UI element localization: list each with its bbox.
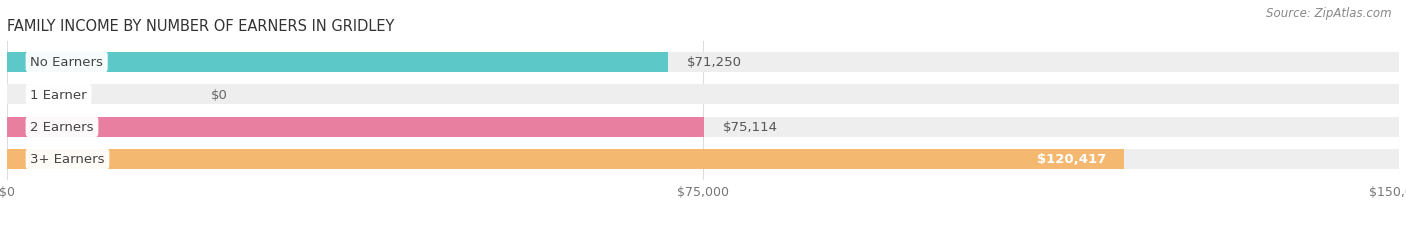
- Text: $75,114: $75,114: [723, 121, 778, 134]
- Bar: [7, 52, 1399, 73]
- Text: $71,250: $71,250: [686, 56, 742, 69]
- Text: 1 Earner: 1 Earner: [31, 88, 87, 101]
- Text: $0: $0: [211, 88, 228, 101]
- Text: FAMILY INCOME BY NUMBER OF EARNERS IN GRIDLEY: FAMILY INCOME BY NUMBER OF EARNERS IN GR…: [7, 18, 395, 33]
- Bar: [7, 149, 1399, 169]
- Text: $120,417: $120,417: [1036, 153, 1107, 166]
- Bar: [7, 117, 1399, 137]
- Text: No Earners: No Earners: [31, 56, 103, 69]
- Text: 2 Earners: 2 Earners: [31, 121, 94, 134]
- Bar: [7, 85, 1399, 105]
- Text: 3+ Earners: 3+ Earners: [31, 153, 104, 166]
- Bar: [7, 117, 704, 137]
- Text: Source: ZipAtlas.com: Source: ZipAtlas.com: [1267, 7, 1392, 20]
- Bar: [7, 149, 1125, 169]
- Bar: [7, 52, 668, 73]
